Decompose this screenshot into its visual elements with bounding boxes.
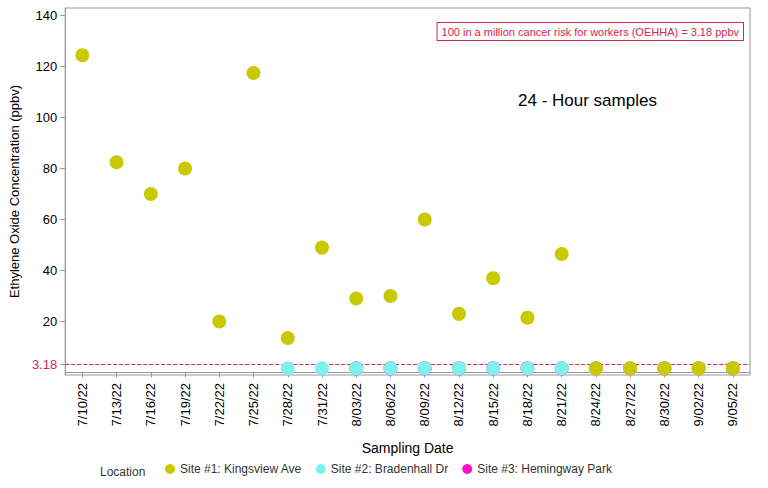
- svg-text:Sampling Date: Sampling Date: [362, 440, 454, 456]
- svg-text:40: 40: [43, 263, 57, 278]
- svg-text:100: 100: [35, 110, 57, 125]
- svg-text:24 - Hour samples: 24 - Hour samples: [518, 91, 657, 110]
- svg-text:8/18/22: 8/18/22: [520, 383, 535, 426]
- svg-text:7/25/22: 7/25/22: [246, 383, 261, 426]
- svg-text:7/19/22: 7/19/22: [178, 383, 193, 426]
- svg-text:9/05/22: 9/05/22: [725, 383, 740, 426]
- svg-text:8/15/22: 8/15/22: [486, 383, 501, 426]
- svg-text:60: 60: [43, 212, 57, 227]
- svg-text:7/28/22: 7/28/22: [280, 383, 295, 426]
- svg-text:Site #3: Hemingway Park: Site #3: Hemingway Park: [477, 462, 613, 476]
- svg-text:Site #2: Bradenhall Dr: Site #2: Bradenhall Dr: [331, 462, 448, 476]
- svg-text:8/03/22: 8/03/22: [349, 383, 364, 426]
- svg-text:8/24/22: 8/24/22: [588, 383, 603, 426]
- svg-text:7/10/22: 7/10/22: [75, 383, 90, 426]
- svg-text:8/30/22: 8/30/22: [657, 383, 672, 426]
- svg-text:8/21/22: 8/21/22: [554, 383, 569, 426]
- svg-text:3.18: 3.18: [32, 357, 57, 372]
- svg-text:Site #1: Kingsview Ave: Site #1: Kingsview Ave: [180, 462, 302, 476]
- svg-text:7/13/22: 7/13/22: [109, 383, 124, 426]
- svg-text:80: 80: [43, 161, 57, 176]
- svg-text:7/22/22: 7/22/22: [212, 383, 227, 426]
- svg-text:Ethylene Oxide Concentration (: Ethylene Oxide Concentration (ppbv): [7, 85, 22, 298]
- svg-text:9/02/22: 9/02/22: [691, 383, 706, 426]
- svg-text:140: 140: [35, 8, 57, 23]
- svg-text:8/27/22: 8/27/22: [623, 383, 638, 426]
- svg-text:8/09/22: 8/09/22: [417, 383, 432, 426]
- svg-text:8/06/22: 8/06/22: [383, 383, 398, 426]
- svg-text:20: 20: [43, 314, 57, 329]
- svg-text:100 in a million cancer risk f: 100 in a million cancer risk for workers…: [442, 26, 740, 38]
- svg-text:7/16/22: 7/16/22: [143, 383, 158, 426]
- svg-text:8/12/22: 8/12/22: [451, 383, 466, 426]
- svg-text:7/31/22: 7/31/22: [315, 383, 330, 426]
- svg-text:Location: Location: [100, 465, 145, 479]
- svg-text:120: 120: [35, 59, 57, 74]
